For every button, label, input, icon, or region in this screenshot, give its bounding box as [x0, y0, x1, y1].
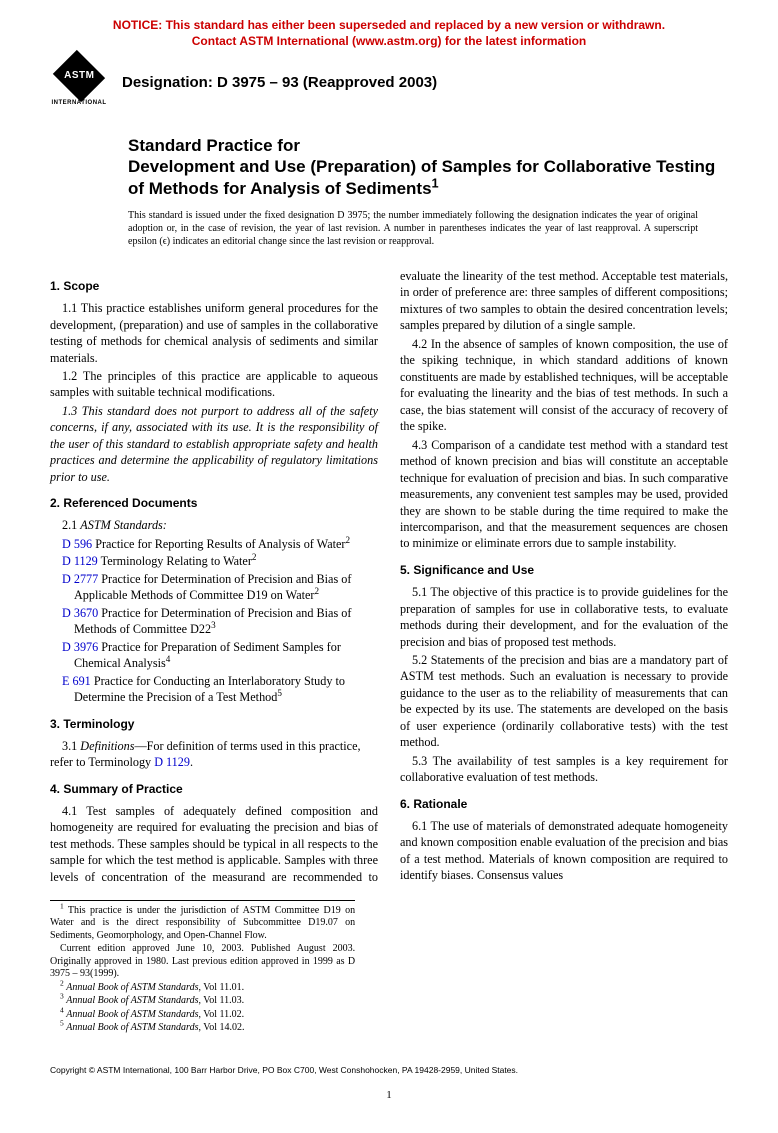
page-number: 1 — [50, 1088, 728, 1103]
ref-text: Practice for Reporting Results of Analys… — [92, 537, 345, 551]
ref-link[interactable]: E 691 — [62, 674, 91, 688]
summary-p2: 4.2 In the absence of samples of known c… — [400, 336, 728, 435]
notice-line-2: Contact ASTM International (www.astm.org… — [192, 34, 586, 48]
fn4-it: Annual Book of ASTM Standards — [66, 1009, 198, 1020]
ref-link[interactable]: D 3976 — [62, 640, 98, 654]
footnote-1b: Current edition approved June 10, 2003. … — [50, 943, 355, 981]
term-pre: 3.1 — [62, 739, 80, 753]
header-row: ASTM INTERNATIONAL Designation: D 3975 –… — [50, 59, 728, 107]
ref-text: Practice for Determination of Precision … — [74, 572, 351, 602]
fn2-it: Annual Book of ASTM Standards — [66, 982, 198, 993]
title-main: Development and Use (Preparation) of Sam… — [128, 156, 728, 199]
ref-fn: 2 — [252, 552, 257, 562]
fn3-vol: , Vol 11.03. — [198, 995, 244, 1006]
section-head-significance: 5. Significance and Use — [400, 562, 728, 578]
ref-text: Practice for Conducting an Interlaborato… — [74, 674, 345, 704]
logo-diamond-icon: ASTM — [53, 50, 105, 102]
term-link[interactable]: D 1129 — [154, 755, 190, 769]
section-head-summary: 4. Summary of Practice — [50, 781, 378, 797]
footnote-2: 2 Annual Book of ASTM Standards, Vol 11.… — [50, 982, 355, 995]
fn3-it: Annual Book of ASTM Standards — [66, 995, 198, 1006]
refdocs-sub-num: 2.1 — [62, 518, 80, 532]
refdocs-sub-it: ASTM Standards: — [80, 518, 167, 532]
ref-text: Terminology Relating to Water — [98, 554, 252, 568]
fn5-it: Annual Book of ASTM Standards — [66, 1022, 198, 1033]
ref-link[interactable]: D 2777 — [62, 572, 98, 586]
ref-item: D 2777 Practice for Determination of Pre… — [62, 571, 378, 604]
terminology-p1: 3.1 Definitions—For definition of terms … — [50, 738, 378, 771]
ref-text: Practice for Preparation of Sediment Sam… — [74, 640, 341, 670]
ref-item: E 691 Practice for Conducting an Interla… — [62, 673, 378, 706]
fn4-vol: , Vol 11.02. — [198, 1009, 244, 1020]
ref-link[interactable]: D 596 — [62, 537, 92, 551]
ref-item: D 3976 Practice for Preparation of Sedim… — [62, 639, 378, 672]
astm-logo: ASTM INTERNATIONAL — [50, 59, 108, 107]
footnote-1: 1 This practice is under the jurisdictio… — [50, 905, 355, 943]
refdocs-subhead: 2.1 ASTM Standards: — [50, 517, 378, 533]
scope-p2: 1.2 The principles of this practice are … — [50, 368, 378, 401]
rationale-p1: 6.1 The use of materials of demonstrated… — [400, 818, 728, 884]
title-prefix: Standard Practice for — [128, 135, 728, 156]
significance-p2: 5.2 Statements of the precision and bias… — [400, 652, 728, 751]
footnote-3: 3 Annual Book of ASTM Standards, Vol 11.… — [50, 995, 355, 1008]
fn5-vol: , Vol 14.02. — [198, 1022, 244, 1033]
fn1-text: This practice is under the jurisdiction … — [50, 905, 355, 941]
issuance-note: This standard is issued under the fixed … — [128, 209, 698, 248]
ref-item: D 3670 Practice for Determination of Pre… — [62, 605, 378, 638]
summary-p3: 4.3 Comparison of a candidate test metho… — [400, 437, 728, 552]
ref-fn: 4 — [166, 654, 171, 664]
logo-abbr: ASTM — [64, 69, 94, 83]
section-head-terminology: 3. Terminology — [50, 716, 378, 732]
notice-banner: NOTICE: This standard has either been su… — [50, 18, 728, 49]
section-head-rationale: 6. Rationale — [400, 796, 728, 812]
ref-item: D 1129 Terminology Relating to Water2 — [62, 553, 378, 569]
significance-p1: 5.1 The objective of this practice is to… — [400, 584, 728, 650]
footnote-5: 5 Annual Book of ASTM Standards, Vol 14.… — [50, 1022, 355, 1035]
scope-p1: 1.1 This practice establishes uniform ge… — [50, 300, 378, 366]
significance-p3: 5.3 The availability of test samples is … — [400, 753, 728, 786]
ref-link[interactable]: D 3670 — [62, 606, 98, 620]
ref-fn: 2 — [314, 586, 319, 596]
ref-fn: 5 — [277, 688, 282, 698]
copyright-line: Copyright © ASTM International, 100 Barr… — [50, 1065, 728, 1076]
title-footnote-ref: 1 — [432, 175, 439, 190]
section-head-refdocs: 2. Referenced Documents — [50, 495, 378, 511]
document-page: NOTICE: This standard has either been su… — [0, 0, 778, 1133]
term-end: . — [190, 755, 193, 769]
ref-item: D 596 Practice for Reporting Results of … — [62, 536, 378, 552]
ref-link[interactable]: D 1129 — [62, 554, 98, 568]
title-main-text: Development and Use (Preparation) of Sam… — [128, 157, 715, 197]
body-columns: 1. Scope 1.1 This practice establishes u… — [50, 268, 728, 886]
ref-fn: 3 — [211, 620, 216, 630]
title-block: Standard Practice for Development and Us… — [128, 135, 728, 199]
footnote-4: 4 Annual Book of ASTM Standards, Vol 11.… — [50, 1009, 355, 1022]
scope-p3: 1.3 This standard does not purport to ad… — [50, 403, 378, 485]
fn2-vol: , Vol 11.01. — [198, 982, 244, 993]
notice-line-1: NOTICE: This standard has either been su… — [113, 18, 665, 32]
section-head-scope: 1. Scope — [50, 278, 378, 294]
ref-fn: 2 — [345, 535, 350, 545]
term-it: Definitions — [80, 739, 134, 753]
footnotes-block: 1 This practice is under the jurisdictio… — [50, 900, 355, 1035]
designation-text: Designation: D 3975 – 93 (Reapproved 200… — [122, 73, 437, 93]
